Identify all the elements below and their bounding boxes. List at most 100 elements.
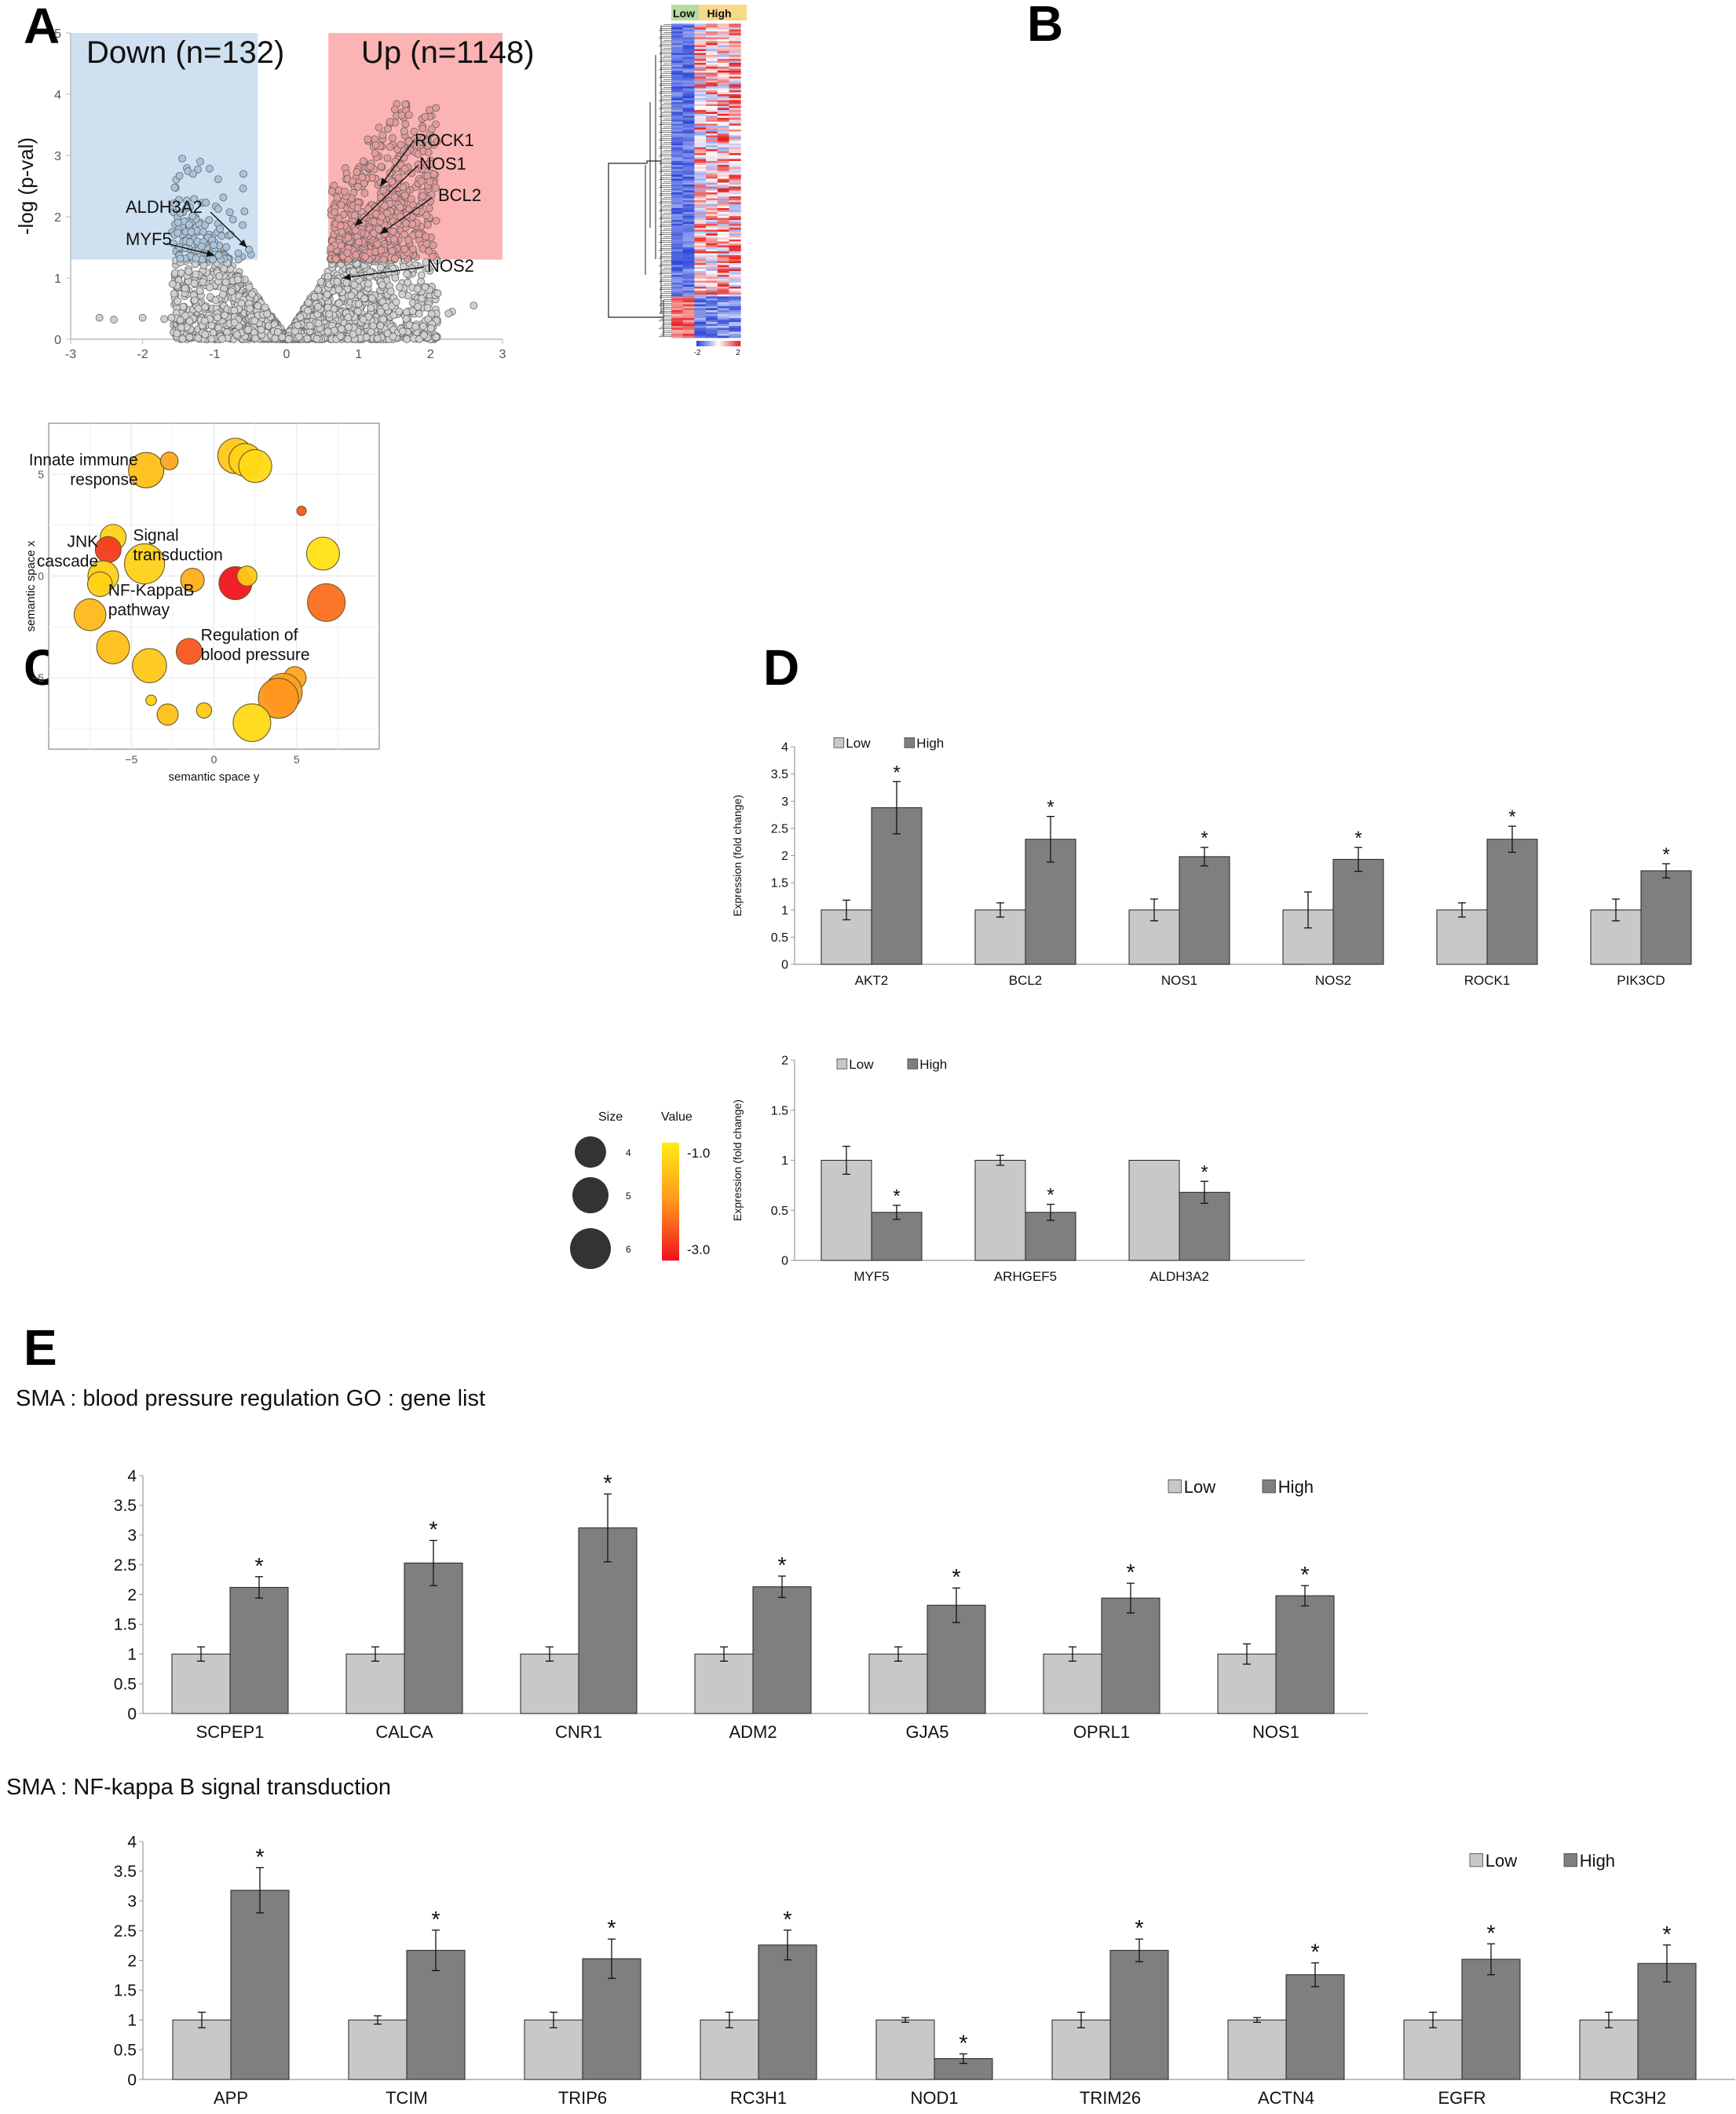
heatmap-cell xyxy=(706,51,718,53)
heatmap-cell xyxy=(694,306,707,309)
y-tick-label: 4 xyxy=(54,89,61,102)
heatmap-cell xyxy=(729,118,741,120)
bar-low xyxy=(875,2019,935,2080)
heatmap-cell xyxy=(694,100,707,103)
heatmap-cell xyxy=(717,63,729,65)
volcano-point xyxy=(222,243,231,251)
x-tick-label: -1 xyxy=(209,348,220,361)
heatmap-cell xyxy=(729,51,741,53)
heatmap-cell xyxy=(717,115,729,119)
heatmap-cell xyxy=(694,334,707,336)
heatmap-cell xyxy=(706,306,718,309)
volcano-point xyxy=(375,225,383,233)
heatmap-cell xyxy=(671,300,684,303)
heatmap-cell xyxy=(694,225,707,229)
heatmap-cell xyxy=(729,102,741,104)
volcano-point xyxy=(386,143,394,152)
y-tick-label: 4 xyxy=(127,1833,137,1851)
heatmap-cell xyxy=(694,90,707,93)
heatmap-cell xyxy=(682,224,695,226)
heatmap-cell xyxy=(706,330,718,332)
heatmap-cell xyxy=(729,141,741,144)
heatmap-cell xyxy=(694,147,707,150)
heatmap-cell xyxy=(706,312,718,315)
y-tick-label: 1 xyxy=(781,904,788,917)
heatmap-cell xyxy=(682,263,695,265)
heatmap-cell xyxy=(729,298,741,301)
volcano-point xyxy=(199,228,207,236)
heatmap-cell xyxy=(706,71,718,73)
color-legend-segment xyxy=(662,1209,679,1212)
heatmap-cell xyxy=(694,188,707,191)
colorbar-segment xyxy=(725,341,726,346)
heatmap-cell xyxy=(717,181,729,183)
color-legend-segment xyxy=(662,1176,679,1179)
heatmap-cell xyxy=(717,241,729,244)
heatmap-cell xyxy=(717,47,729,49)
color-legend-segment xyxy=(662,1185,679,1188)
volcano-point xyxy=(366,163,375,171)
heatmap-cell xyxy=(682,330,695,332)
legend-swatch-low xyxy=(1168,1479,1182,1494)
heatmap-cell xyxy=(706,43,718,46)
heatmap-cell xyxy=(671,214,684,217)
heatmap-cell xyxy=(706,279,718,281)
volcano-point xyxy=(234,255,243,264)
heatmap-cell xyxy=(706,210,718,213)
heatmap-cell xyxy=(671,155,684,158)
heatmap-cell xyxy=(729,204,741,207)
heatmap-cell xyxy=(717,257,729,260)
heatmap-cell xyxy=(717,98,729,101)
heatmap-cell xyxy=(694,267,707,269)
heatmap-cell xyxy=(671,64,684,68)
heatmap-cell xyxy=(694,190,707,193)
heatmap-cell xyxy=(671,68,684,71)
heatmap-cell xyxy=(717,261,729,264)
volcano-point xyxy=(432,333,440,342)
volcano-point xyxy=(350,211,359,220)
heatmap-cell xyxy=(682,79,695,81)
heatmap-cell xyxy=(717,92,729,95)
heatmap-cell xyxy=(682,106,695,108)
heatmap-cell xyxy=(682,147,695,150)
significance-mark: * xyxy=(1126,1560,1135,1586)
heatmap-cell xyxy=(671,334,684,336)
volcano-point xyxy=(379,186,388,195)
volcano-point xyxy=(306,321,314,330)
heatmap-cell xyxy=(682,216,695,218)
heatmap-cell xyxy=(706,229,718,232)
heatmap-cell xyxy=(706,271,718,273)
heatmap-cell xyxy=(717,229,729,232)
heatmap-cell xyxy=(671,178,684,181)
heatmap-cell xyxy=(717,37,729,40)
heatmap-cell xyxy=(717,214,729,217)
heatmap-cell xyxy=(717,284,729,287)
heatmap-cell xyxy=(706,251,718,254)
colorbar-segment xyxy=(705,341,707,346)
heatmap-cell xyxy=(717,139,729,142)
heatmap-cell xyxy=(682,279,695,281)
color-legend-segment xyxy=(662,1256,679,1259)
heatmap-cell xyxy=(717,165,729,167)
heatmap-cell xyxy=(706,41,718,44)
heatmap-cell xyxy=(729,29,741,32)
bar-high xyxy=(1332,858,1384,965)
heatmap-cell xyxy=(729,251,741,254)
category-label: GJA5 xyxy=(905,1722,948,1742)
heatmap-cell xyxy=(706,118,718,120)
heatmap-cell xyxy=(729,208,741,210)
heatmap-cell xyxy=(682,283,695,285)
heatmap-cell xyxy=(694,316,707,319)
volcano-point xyxy=(345,323,353,331)
heatmap-cell xyxy=(682,84,695,87)
heatmap-cell xyxy=(729,331,741,335)
heatmap-cell xyxy=(694,153,707,155)
heatmap-cell xyxy=(706,67,718,69)
heatmap-cell xyxy=(682,37,695,40)
volcano-point xyxy=(304,306,312,315)
heatmap-cell xyxy=(671,306,684,309)
volcano-point xyxy=(185,267,193,276)
heatmap-cell xyxy=(682,284,695,287)
heatmap-cell xyxy=(729,335,741,338)
heatmap-cell xyxy=(717,210,729,213)
